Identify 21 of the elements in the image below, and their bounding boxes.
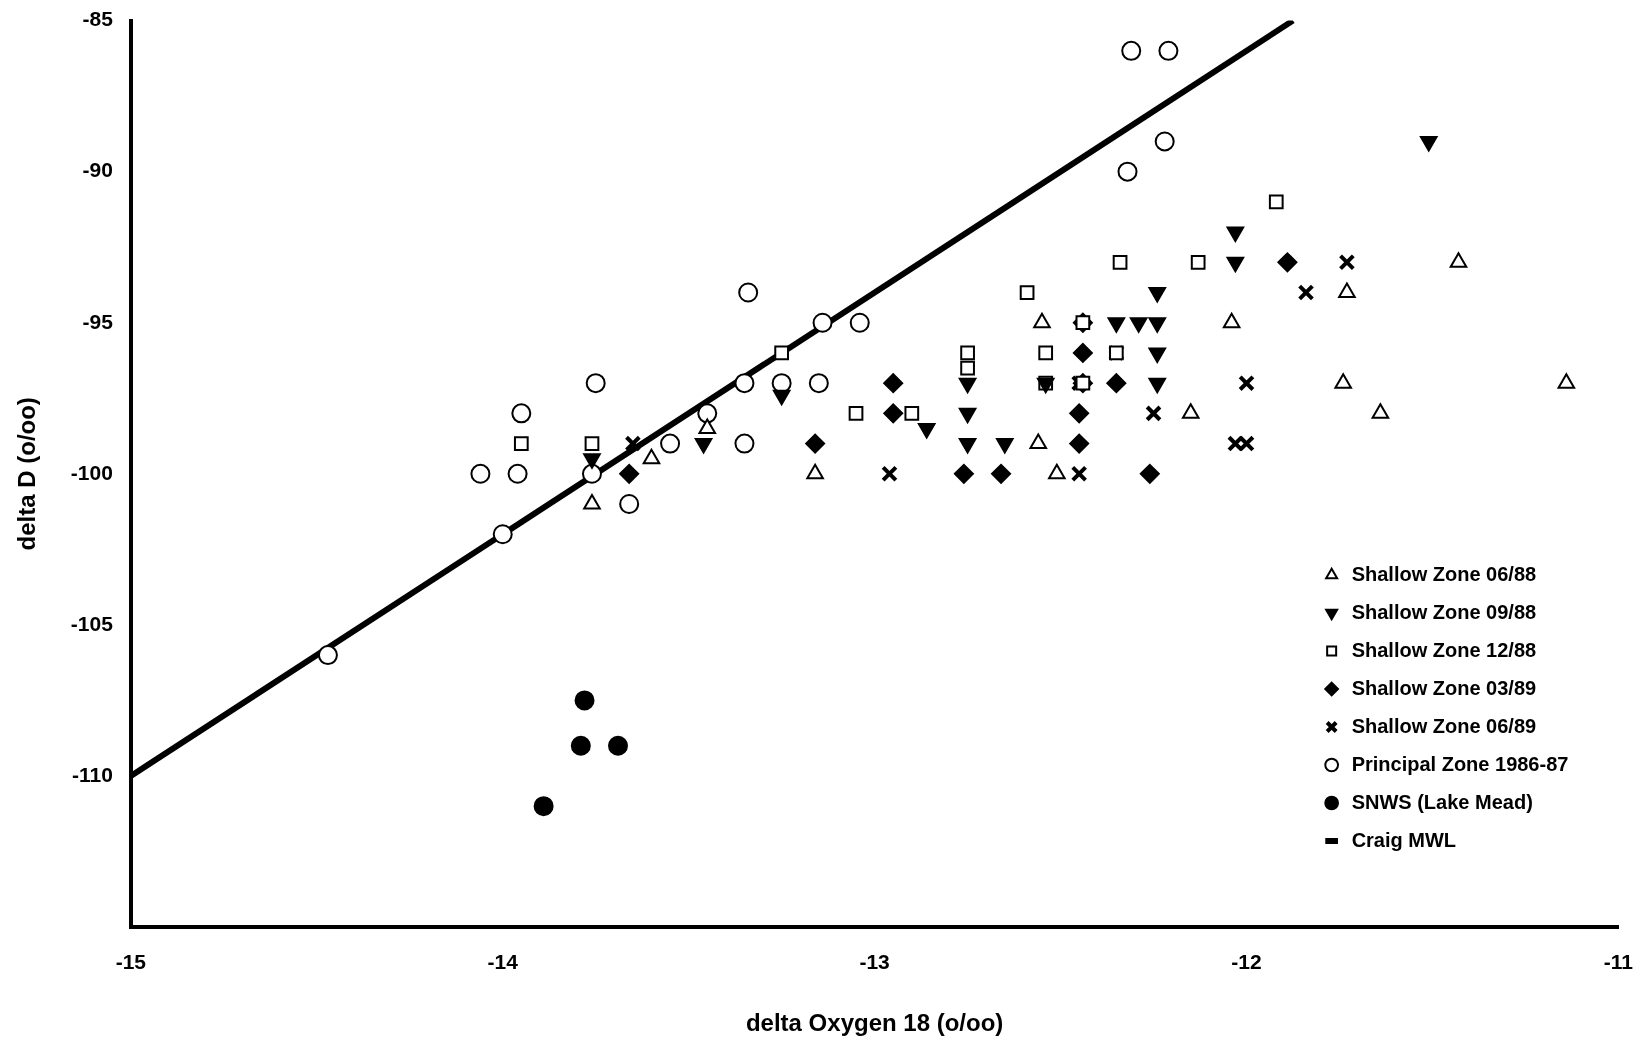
legend-label: Shallow Zone 06/89 [1351, 714, 1537, 737]
y-tick-label: -110 [71, 762, 113, 786]
y-tick-label: -95 [82, 309, 114, 333]
x-axis-title: delta Oxygen 18 (o/oo) [745, 1009, 1004, 1037]
y-axis-title: delta D (o/oo) [13, 397, 41, 551]
legend-label: Principal Zone 1986-87 [1351, 752, 1569, 775]
legend-label: Craig MWL [1351, 828, 1457, 851]
y-tick-label: -100 [70, 460, 113, 484]
legend-label: Shallow Zone 06/88 [1351, 562, 1537, 585]
x-tick-label: -11 [1603, 950, 1634, 974]
x-tick-label: -13 [859, 950, 890, 974]
y-tick-label: -90 [82, 158, 113, 182]
legend-label: SNWS (Lake Mead) [1351, 790, 1533, 813]
x-tick-label: -15 [115, 950, 147, 974]
y-tick-label: -105 [70, 611, 114, 635]
x-tick-label: -12 [1231, 950, 1262, 974]
legend-label: Shallow Zone 12/88 [1351, 638, 1537, 661]
legend-label: Shallow Zone 03/89 [1351, 676, 1537, 699]
y-tick-label: -85 [82, 7, 114, 31]
legend-label: Shallow Zone 09/88 [1351, 600, 1537, 623]
x-tick-label: -14 [487, 950, 519, 974]
